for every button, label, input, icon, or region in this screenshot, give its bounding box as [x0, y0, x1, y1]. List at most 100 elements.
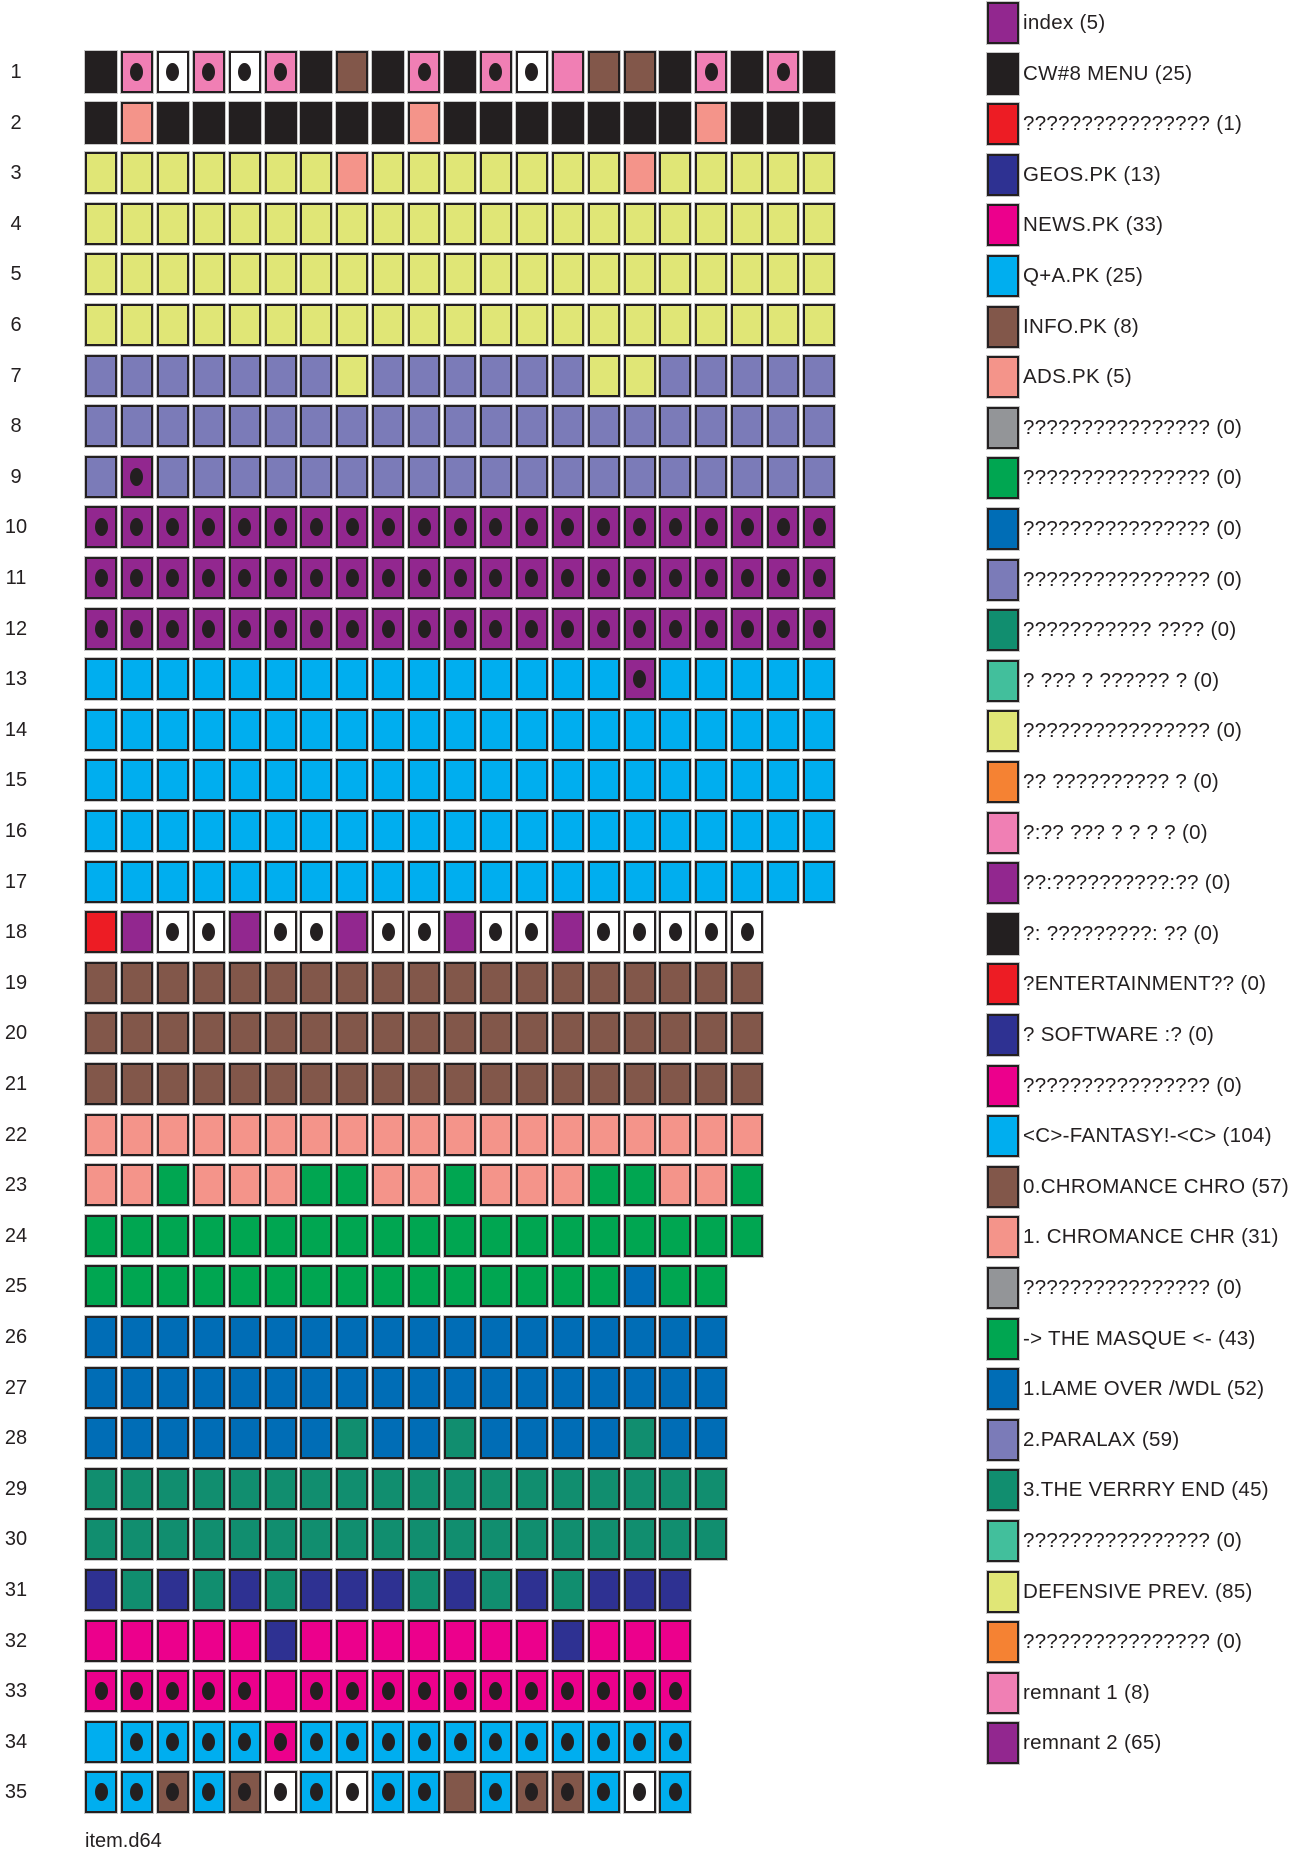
legend-label: ???????????????? (0) [1023, 517, 1243, 540]
sector-cell [155, 1365, 190, 1410]
sector-cell [443, 100, 477, 145]
legend-swatch [986, 102, 1020, 147]
sector-cell [335, 606, 370, 651]
track-label: 9 [10, 465, 22, 488]
sector-cell [299, 859, 334, 904]
sector-cell [443, 707, 477, 752]
sector-cell [478, 1719, 513, 1764]
legend-label: index (5) [1023, 11, 1106, 34]
sector-cell [730, 100, 765, 145]
sector-marker-dot [668, 619, 682, 638]
sector-cell [730, 151, 765, 196]
sector-cell [622, 404, 657, 449]
track-label: 29 [4, 1477, 28, 1500]
sector-cell [443, 252, 477, 297]
sector-cell [263, 454, 298, 499]
sector-cell [335, 809, 370, 853]
sector-cell [191, 758, 226, 803]
sector-marker-dot [561, 1682, 575, 1701]
sector-cell [119, 201, 154, 246]
sector-cell [335, 1315, 370, 1359]
sector-cell [407, 556, 442, 600]
sector-marker-dot [453, 1682, 467, 1701]
sector-cell [191, 1618, 226, 1663]
sector-marker-dot [238, 1682, 252, 1701]
sector-cell [263, 859, 298, 904]
sector-marker-dot [166, 1732, 180, 1751]
legend-label: 2.PARALAX (59) [1023, 1427, 1180, 1451]
track-label: 17 [4, 870, 28, 893]
sector-cell [730, 960, 765, 1005]
sector-cell [550, 505, 585, 550]
sector-cell [802, 151, 836, 196]
legend-swatch [986, 1468, 1020, 1513]
sector-cell [550, 1416, 585, 1461]
track-label: 28 [4, 1427, 28, 1450]
sector-cell [227, 1416, 262, 1461]
sector-cell [119, 1669, 154, 1714]
legend-swatch [986, 1114, 1020, 1159]
sector-cell [263, 1011, 298, 1056]
sector-marker-dot [489, 923, 503, 942]
sector-cell [155, 657, 190, 702]
sector-marker-dot [633, 569, 646, 587]
sector-cell [730, 809, 765, 853]
sector-cell [299, 1264, 334, 1309]
sector-cell [407, 303, 442, 347]
sector-cell [694, 1163, 729, 1208]
sector-cell [371, 657, 406, 702]
sector-cell [407, 1264, 442, 1309]
legend-label: ??:??????????:?? (0) [1023, 871, 1231, 895]
sector-cell [478, 1517, 513, 1562]
sector-cell [84, 1112, 118, 1157]
sector-marker-dot [166, 1682, 180, 1701]
sector-cell [443, 1669, 477, 1714]
sector-cell [119, 1062, 154, 1106]
legend-label: Q+A.PK (25) [1023, 264, 1144, 287]
sector-cell [227, 353, 262, 398]
sector-cell [407, 707, 442, 752]
sector-cell [802, 707, 836, 752]
sector-marker-dot [345, 1783, 359, 1802]
sector-marker-dot [130, 569, 144, 587]
sector-marker-dot [417, 1783, 431, 1802]
sector-cell [84, 1365, 118, 1410]
sector-cell [155, 758, 190, 803]
sector-cell [478, 1466, 513, 1511]
sector-cell [766, 353, 801, 398]
sector-cell [84, 1719, 118, 1764]
sector-cell [443, 1163, 477, 1208]
sector-marker-dot [202, 923, 216, 942]
sector-marker-dot [166, 63, 180, 81]
sector-cell [263, 1770, 298, 1815]
sector-cell [802, 505, 836, 550]
sector-cell [514, 1719, 549, 1764]
sector-cell [802, 201, 836, 246]
sector-marker-dot [238, 63, 252, 81]
sector-cell [766, 657, 801, 702]
sector-cell [155, 1213, 190, 1258]
sector-cell [622, 1062, 657, 1106]
sector-marker-dot [597, 1732, 611, 1751]
sector-cell [84, 556, 118, 600]
sector-cell [622, 910, 657, 955]
sector-cell [514, 1264, 549, 1309]
sector-cell [371, 809, 406, 853]
sector-cell [658, 1163, 693, 1208]
sector-cell [299, 404, 334, 449]
sector-cell [191, 1163, 226, 1208]
sector-cell [299, 1112, 334, 1157]
sector-cell [550, 809, 585, 853]
sector-cell [155, 606, 190, 651]
sector-cell [263, 910, 298, 955]
sector-cell [191, 1770, 226, 1815]
sector-cell [514, 758, 549, 803]
sector-cell [694, 1011, 729, 1056]
sector-cell [622, 151, 657, 196]
sector-cell [658, 1770, 693, 1815]
sector-marker-dot [309, 1783, 323, 1802]
sector-marker-dot [633, 670, 646, 689]
sector-cell [335, 1112, 370, 1157]
sector-marker-dot [525, 619, 539, 638]
legend-swatch [986, 911, 1020, 956]
